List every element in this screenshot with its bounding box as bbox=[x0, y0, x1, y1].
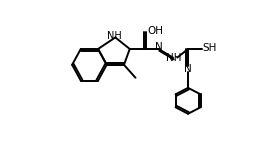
Text: N: N bbox=[184, 64, 192, 74]
Text: OH: OH bbox=[148, 26, 164, 36]
Text: SH: SH bbox=[202, 43, 217, 53]
Text: NH: NH bbox=[107, 31, 122, 41]
Text: N: N bbox=[155, 42, 163, 52]
Text: NH: NH bbox=[166, 53, 181, 63]
